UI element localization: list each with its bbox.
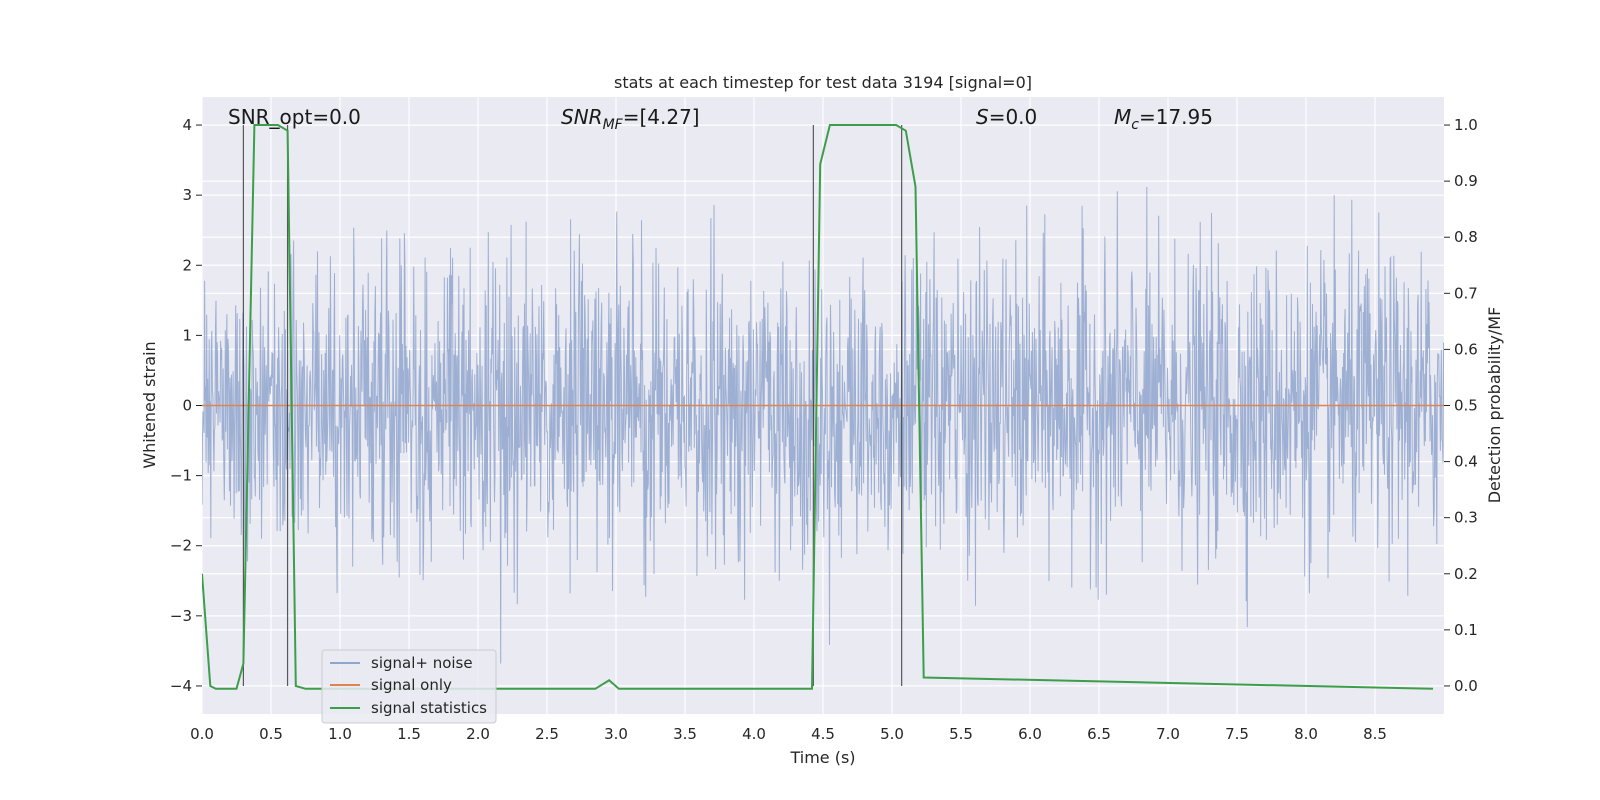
x-tick-label-3: 1.5	[397, 725, 421, 743]
y-left-tick-label-5: −1	[170, 467, 192, 485]
legend-label-signal-only: signal only	[371, 676, 452, 694]
annotation-snr-mf-sub: MF	[603, 117, 624, 133]
legend-label-signal-statistics: signal statistics	[371, 699, 487, 717]
y-right-tick-label-1: 0.9	[1454, 172, 1478, 190]
y-axis-left-label: Whitened strain	[140, 341, 159, 468]
annotation-s-main: S	[976, 105, 989, 129]
annotation-mc-main: M	[1114, 105, 1131, 129]
x-tick-label-2: 1.0	[328, 725, 352, 743]
annotation-snr-mf: SNRMF=[4.27]	[561, 105, 700, 133]
annotation-s: S=0.0	[976, 105, 1037, 129]
legend-box	[321, 649, 497, 724]
x-tick-label-15: 7.5	[1225, 725, 1249, 743]
y-left-tick-label-4: 0	[182, 397, 192, 415]
series-signal-noise	[202, 186, 1444, 664]
annotation-snr-mf-main: SNR	[561, 105, 603, 129]
y-right-tick-label-3: 0.7	[1454, 284, 1478, 302]
x-tick-label-7: 3.5	[673, 725, 697, 743]
x-tick-label-16: 8.0	[1294, 725, 1318, 743]
y-axis-left-ticks: 4 3 2 1 0 −1 −2 −3 −4	[170, 116, 202, 695]
annotation-snr-mf-value: =[4.27]	[623, 105, 700, 129]
y-left-tick-label-2: 2	[182, 256, 192, 274]
x-tick-label-0: 0.0	[190, 725, 214, 743]
x-tick-label-1: 0.5	[259, 725, 283, 743]
x-axis-label: Time (s)	[789, 748, 855, 767]
y-left-tick-label-6: −2	[170, 537, 192, 555]
line-signal-noise	[202, 186, 1444, 664]
annotation-mc: Mc=17.95	[1114, 105, 1213, 133]
x-tick-label-14: 7.0	[1156, 725, 1180, 743]
y-right-tick-label-6: 0.4	[1454, 453, 1478, 471]
y-right-tick-label-4: 0.6	[1454, 340, 1478, 358]
y-right-tick-label-0: 1.0	[1454, 116, 1478, 134]
x-tick-label-5: 2.5	[535, 725, 559, 743]
x-tick-label-12: 6.0	[1018, 725, 1042, 743]
annotation-mc-value: =17.95	[1139, 105, 1213, 129]
y-left-tick-label-3: 1	[182, 326, 192, 344]
x-axis-ticks: 0.0 0.5 1.0 1.5 2.0 2.5 3.0 3.5 4.0 4.5 5.0 5.5 6.0 6…	[190, 725, 1387, 743]
y-left-tick-label-0: 4	[182, 116, 192, 134]
x-tick-label-4: 2.0	[466, 725, 490, 743]
y-right-tick-label-10: 0.0	[1454, 677, 1478, 695]
y-right-tick-label-2: 0.8	[1454, 228, 1478, 246]
y-right-tick-label-7: 0.3	[1454, 509, 1478, 527]
y-right-tick-label-9: 0.1	[1454, 621, 1478, 639]
y-left-tick-label-8: −4	[170, 677, 192, 695]
annotation-s-value: =0.0	[989, 105, 1038, 129]
x-tick-label-13: 6.5	[1087, 725, 1111, 743]
y-axis-right-label: Detection probability/MF	[1485, 307, 1504, 504]
y-right-tick-label-5: 0.5	[1454, 397, 1478, 415]
y-axis-right-ticks: 1.0 0.9 0.8 0.7 0.6 0.5 0.4 0.3 0.2 0.1 0.0	[1444, 116, 1478, 695]
x-tick-label-10: 5.0	[880, 725, 904, 743]
x-tick-label-8: 4.0	[742, 725, 766, 743]
chart-title: stats at each timestep for test data 319…	[614, 73, 1032, 92]
x-tick-label-9: 4.5	[811, 725, 835, 743]
y-right-tick-label-8: 0.2	[1454, 565, 1478, 583]
legend-label-signal-noise: signal+ noise	[371, 654, 473, 672]
y-left-tick-label-7: −3	[170, 607, 192, 625]
annotation-mc-sub: c	[1131, 117, 1139, 133]
y-left-tick-label-1: 3	[182, 186, 192, 204]
legend: signal+ noise signal only signal statist…	[321, 649, 497, 724]
annotation-snr-opt: SNR_opt=0.0	[228, 105, 361, 129]
x-tick-label-11: 5.5	[949, 725, 973, 743]
x-tick-label-17: 8.5	[1363, 725, 1387, 743]
x-tick-label-6: 3.0	[604, 725, 628, 743]
